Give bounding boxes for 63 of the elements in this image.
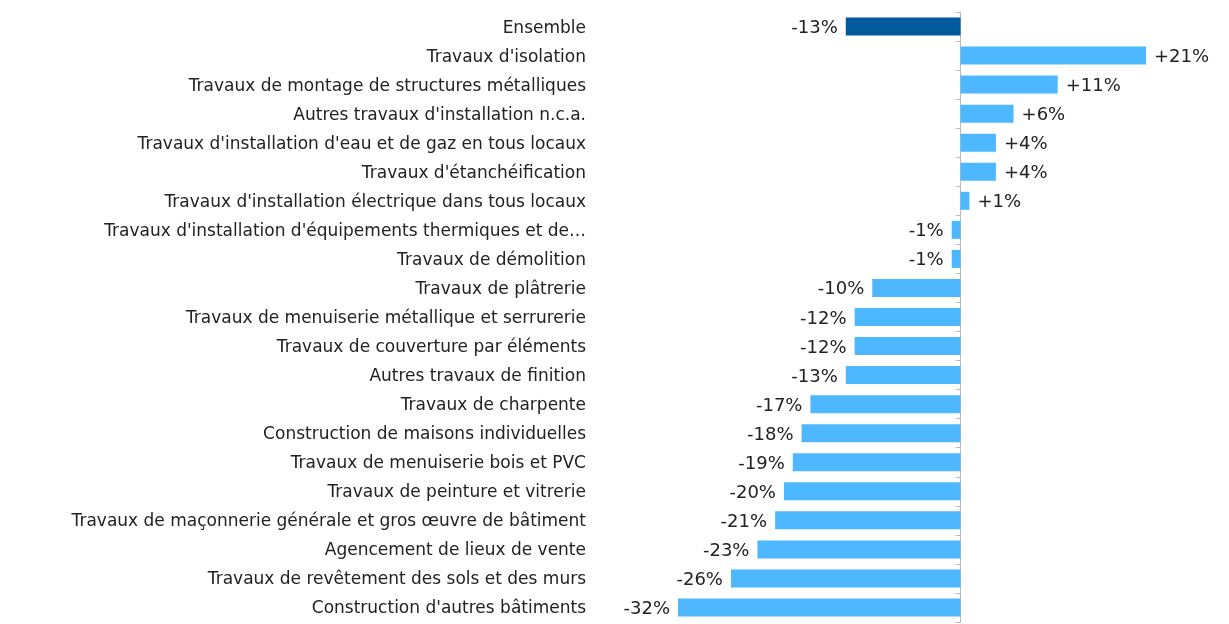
data-label: -17% — [755, 393, 803, 415]
bar — [951, 220, 961, 239]
data-label: -13% — [791, 16, 838, 38]
bar — [730, 569, 961, 588]
bar — [854, 337, 961, 356]
bar — [854, 308, 961, 326]
y-tick-label: Travaux de menuiserie métallique et serrurerie — [184, 307, 586, 327]
bar — [775, 511, 961, 530]
data-label: -19% — [738, 451, 785, 473]
bar — [960, 162, 996, 181]
y-tick-label: Travaux de démolition — [396, 248, 586, 269]
data-label: -1% — [908, 248, 944, 270]
data-label: -32% — [623, 596, 670, 618]
bar — [960, 191, 970, 210]
data-label: +4% — [1003, 161, 1048, 183]
data-label: -26% — [676, 567, 723, 589]
bar — [872, 278, 961, 297]
data-label: +11% — [1065, 74, 1121, 96]
bar — [801, 424, 961, 443]
data-label: -13% — [791, 364, 838, 386]
bar — [845, 17, 961, 36]
data-label: -10% — [817, 277, 865, 299]
y-tick-label: Travaux de menuiserie bois et PVC — [289, 452, 586, 473]
bar — [783, 482, 961, 501]
bar — [792, 453, 961, 472]
y-tick-label: Travaux de charpente — [399, 394, 586, 415]
y-tick-label: Travaux d'installation d'eau et de gaz en tous locaux — [136, 132, 586, 153]
y-tick-label: Travaux de revêtement des sols et des murs — [206, 568, 587, 589]
data-label: +1% — [977, 190, 1022, 212]
data-label: -1% — [908, 219, 944, 241]
data-label: +4% — [1003, 132, 1048, 154]
y-tick-label: Travaux d'étanchéification — [360, 161, 586, 182]
y-tick-label: Construction d'autres bâtiments — [311, 597, 587, 618]
y-tick-label: Travaux de montage de structures métalliques — [187, 74, 587, 95]
y-tick-label: Travaux d'isolation — [425, 45, 586, 66]
data-label: +21% — [1154, 45, 1210, 67]
bar — [960, 133, 996, 152]
data-label: -21% — [720, 509, 768, 531]
data-label: -12% — [800, 335, 847, 357]
y-tick-label: Travaux de plâtrerie — [414, 277, 586, 298]
data-label: -20% — [729, 480, 776, 502]
y-tick-label: Travaux de peinture et vitrerie — [326, 481, 586, 502]
y-tick-label: Agencement de lieux de vente — [324, 539, 586, 560]
data-label: -23% — [702, 538, 750, 560]
data-label: +6% — [1021, 103, 1066, 125]
data-label: -18% — [747, 422, 794, 444]
data-label: -12% — [800, 306, 847, 328]
y-tick-label: Travaux de couverture par éléments — [275, 336, 587, 357]
bar — [951, 249, 961, 268]
bar — [678, 598, 961, 617]
bar — [757, 540, 961, 559]
y-tick-label: Ensemble — [502, 16, 586, 37]
bar — [960, 104, 1014, 123]
bar — [960, 46, 1146, 65]
y-tick-label: Travaux d'installation d'équipements thermiques et de… — [103, 219, 586, 240]
bar — [810, 395, 961, 414]
y-tick-label: Construction de maisons individuelles — [263, 423, 587, 444]
bar — [845, 366, 961, 385]
y-tick-label: Travaux d'installation électrique dans tous locaux — [163, 190, 586, 211]
bar — [960, 75, 1058, 94]
y-tick-label: Autres travaux de finition — [369, 365, 586, 386]
y-tick-label: Autres travaux d'installation n.c.a. — [293, 103, 586, 124]
y-tick-label: Travaux de maçonnerie générale et gros œuvre de bâtiment — [70, 510, 587, 531]
